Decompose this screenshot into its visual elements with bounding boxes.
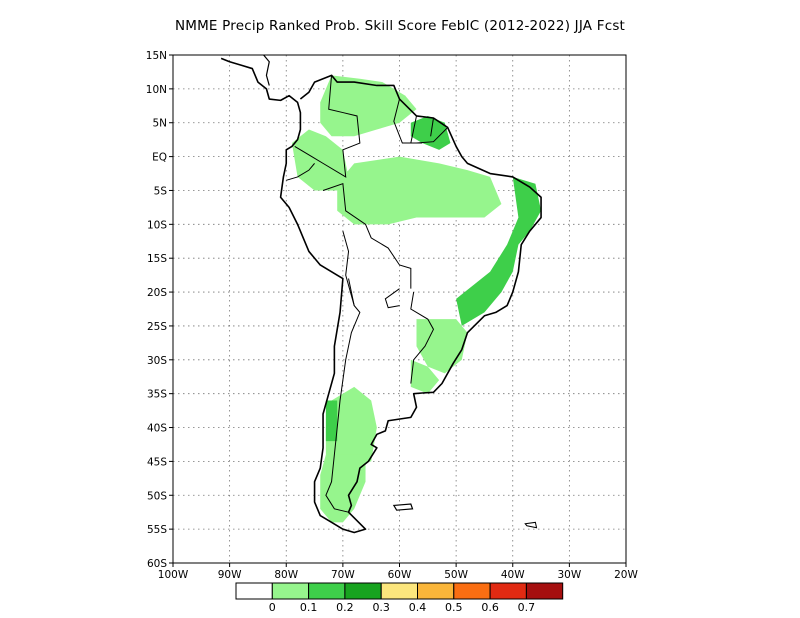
- country-border: [410, 115, 423, 144]
- south-america-coastline: [220, 57, 542, 534]
- colorbar-label: 0: [269, 601, 276, 614]
- lat-tick-label: 55S: [147, 524, 167, 536]
- skill-shading-layer: [291, 75, 542, 523]
- lat-tick-label: 45S: [147, 456, 167, 468]
- lon-tick-label: 100W: [158, 569, 189, 581]
- lon-tick-label: 60W: [388, 569, 412, 581]
- colorbar-swatch: [453, 582, 491, 600]
- central-america-coastline: [263, 54, 270, 86]
- colorbar-label: 0.4: [409, 601, 427, 614]
- colorbar-swatch: [271, 582, 310, 600]
- lat-tick-label: 40S: [147, 423, 167, 435]
- longitude-axis-labels: 100W 90W 80W 70W 60W 50W 40W 30W 20W: [158, 563, 638, 581]
- lon-tick-label: 90W: [218, 569, 242, 581]
- colorbar-swatch: [235, 582, 273, 600]
- skill-region-chile-central: [325, 400, 338, 442]
- lat-tick-label: 30S: [147, 355, 167, 367]
- country-border: [325, 278, 361, 513]
- falkland-islands: [392, 503, 414, 511]
- colorbar: 0 0.1 0.2 0.3 0.4 0.5 0.6 0.7: [235, 582, 564, 614]
- colorbar-swatch: [308, 582, 346, 600]
- lat-tick-label: 20S: [147, 287, 167, 299]
- lat-tick-label: 25S: [147, 321, 167, 333]
- colorbar-label: 0.6: [481, 601, 499, 614]
- lat-tick-label: 60S: [147, 558, 167, 570]
- lat-tick-label: 10S: [147, 219, 167, 231]
- country-border: [322, 183, 412, 289]
- lon-tick-label: 40W: [501, 569, 525, 581]
- lat-tick-label: 15S: [147, 253, 167, 265]
- colorbar-label: 0.3: [372, 601, 390, 614]
- country-border: [430, 117, 434, 137]
- lon-tick-label: 30W: [558, 569, 582, 581]
- map-title: NMME Precip Ranked Prob. Skill Score Feb…: [174, 18, 626, 34]
- lat-tick-label: 50S: [147, 490, 167, 502]
- lon-tick-label: 70W: [331, 569, 355, 581]
- colorbar-swatch: [489, 582, 527, 600]
- colorbar-swatch: [380, 582, 419, 600]
- country-border: [294, 75, 361, 178]
- latitude-axis-labels: 15N 10N 5N EQ 5S 10S 15S 20S 25S 30S 35S 40S 45S 50S 5…: [146, 50, 173, 570]
- skill-region-uruguay: [410, 359, 440, 394]
- lat-tick-label: 5N: [152, 118, 167, 130]
- lat-tick-label: EQ: [152, 152, 167, 164]
- lat-tick-label: 10N: [146, 84, 167, 96]
- country-border: [384, 288, 400, 309]
- colorbar-swatch: [417, 582, 455, 600]
- country-border: [342, 230, 355, 306]
- lon-tick-label: 80W: [274, 569, 298, 581]
- country-border: [393, 98, 448, 144]
- graticule-grid: [173, 55, 626, 563]
- skill-region-northern-colombia-venezuela: [320, 75, 417, 137]
- colorbar-label: 0.5: [445, 601, 463, 614]
- country-border: [286, 163, 315, 181]
- colorbar-label: 0.2: [336, 601, 354, 614]
- lat-tick-label: 15N: [146, 50, 167, 62]
- skill-region-southern-andes: [325, 386, 377, 469]
- colorbar-swatch: [525, 582, 564, 600]
- colorbar-label: 0.1: [300, 601, 318, 614]
- colorbar-label: 0.7: [518, 601, 536, 614]
- skill-region-patagonia: [320, 454, 366, 523]
- country-border: [410, 291, 435, 384]
- south-georgia-island: [524, 521, 538, 529]
- colorbar-swatch: [344, 582, 382, 600]
- coastline-layer: [220, 54, 542, 534]
- skill-region-amazon-central: [337, 156, 502, 225]
- lon-tick-label: 20W: [614, 569, 638, 581]
- skill-region-amazon-west: [291, 129, 349, 191]
- skill-region-ne-brazil-coast: [456, 176, 542, 326]
- lat-tick-label: 35S: [147, 389, 167, 401]
- skill-region-guiana-east: [410, 115, 451, 150]
- lat-tick-label: 5S: [154, 185, 168, 197]
- lon-tick-label: 50W: [444, 569, 468, 581]
